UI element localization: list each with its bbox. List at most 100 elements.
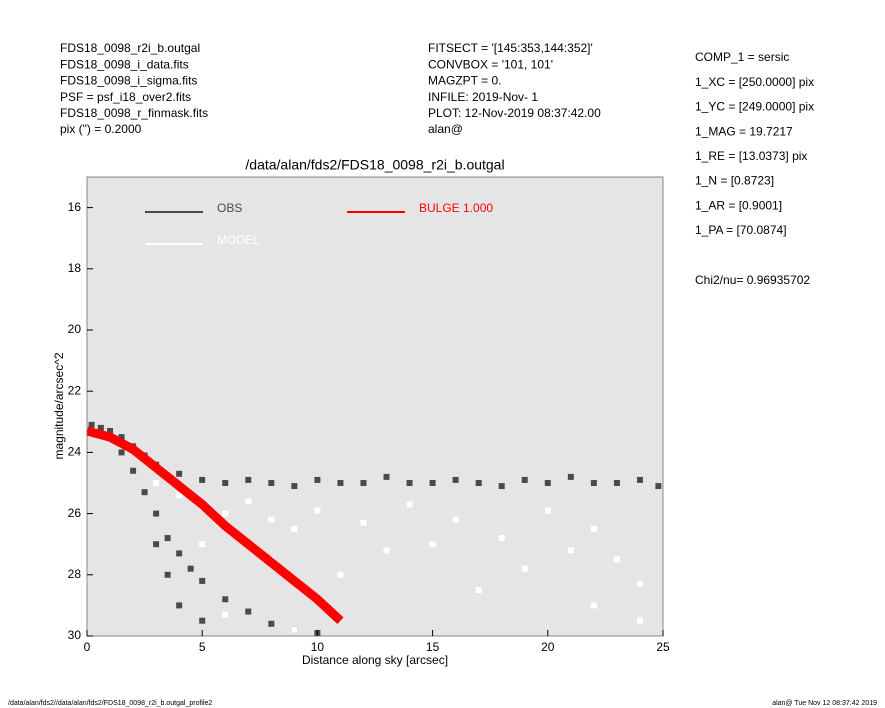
y-tick-label: 26	[68, 506, 82, 520]
x-tick-label: 5	[199, 640, 206, 654]
x-tick-label: 20	[541, 640, 555, 654]
header-middle-line: INFILE: 2019-Nov- 1	[428, 90, 538, 104]
chart-title: /data/alan/fds2/FDS18_0098_r2i_b.outgal	[245, 157, 504, 173]
header-left-line: FDS18_0098_i_data.fits	[60, 57, 189, 71]
data-point	[97, 424, 104, 431]
data-point	[360, 519, 367, 526]
data-point	[176, 602, 183, 609]
data-point	[521, 565, 528, 572]
chi2: Chi2/nu= 0.96935702	[695, 273, 810, 287]
data-point	[199, 476, 206, 483]
data-point	[245, 498, 252, 505]
header-middle-line: CONVBOX = '101, 101'	[428, 57, 553, 71]
header-right-line: 1_XC = [250.0000] pix	[695, 75, 814, 89]
data-point	[291, 626, 298, 633]
data-point	[567, 547, 574, 554]
data-point	[268, 480, 275, 486]
data-point	[636, 617, 643, 624]
data-point	[245, 608, 252, 615]
header-right-line: 1_N = [0.8723]	[695, 174, 774, 188]
data-point	[452, 516, 459, 523]
y-tick-label: 24	[68, 445, 82, 459]
header-middle-line: alan@	[428, 122, 463, 136]
header-middle-line: FITSECT = '[145:353,144:352]'	[428, 41, 593, 55]
data-point	[613, 480, 620, 486]
legend-label: BULGE 1.000	[419, 201, 493, 215]
header-left-line: pix (") = 0.2000	[60, 122, 142, 136]
data-point	[291, 525, 298, 532]
data-point	[130, 467, 137, 474]
header-middle-line: MAGZPT = 0.	[428, 74, 501, 88]
header-right-line: 1_RE = [13.0373] pix	[695, 149, 807, 163]
data-point	[164, 535, 171, 542]
header-left-line: FDS18_0098_i_sigma.fits	[60, 74, 197, 88]
data-point	[337, 480, 344, 486]
data-point	[164, 571, 171, 578]
data-point	[613, 556, 620, 563]
data-point	[245, 476, 252, 483]
header-left-line: FDS18_0098_r_finmask.fits	[60, 106, 208, 120]
y-tick-label: 18	[68, 261, 82, 275]
data-point	[498, 535, 505, 542]
x-axis-label: Distance along sky [arcsec]	[302, 653, 448, 667]
data-point	[268, 620, 275, 627]
data-point	[590, 602, 597, 609]
data-point	[383, 473, 390, 480]
data-point	[176, 470, 183, 477]
data-point	[544, 480, 551, 486]
y-tick-label: 22	[68, 383, 82, 397]
data-point	[153, 510, 160, 517]
data-point	[88, 421, 95, 428]
footer-left: /data/alan/fds2//data/alan/fds2/FDS18_00…	[8, 700, 212, 707]
data-point	[176, 492, 183, 499]
data-point	[314, 507, 321, 514]
y-tick-label: 20	[68, 322, 82, 336]
data-point	[337, 571, 344, 578]
x-tick-label: 25	[656, 640, 670, 654]
data-point	[222, 596, 229, 603]
data-point	[118, 449, 125, 456]
data-point	[590, 480, 597, 486]
header-left-line: PSF = psf_i18_over2.fits	[60, 90, 191, 104]
data-point	[383, 547, 390, 554]
data-point	[187, 565, 194, 572]
header-right-line: 1_YC = [249.0000] pix	[695, 100, 814, 114]
header-right-line: 1_AR = [0.9001]	[695, 198, 782, 212]
data-point	[452, 476, 459, 483]
data-point	[222, 510, 229, 517]
data-point	[314, 476, 321, 483]
x-tick-label: 10	[311, 640, 325, 654]
data-point	[475, 587, 482, 594]
header-right-line: 1_PA = [70.0874]	[695, 223, 787, 237]
data-point	[222, 611, 229, 618]
data-point	[567, 473, 574, 480]
data-point	[590, 525, 597, 532]
data-point	[153, 480, 160, 486]
y-axis-label: magnitude/arcsec^2	[52, 352, 66, 459]
data-point	[636, 476, 643, 483]
model-line	[87, 426, 344, 624]
header-right-line: COMP_1 = sersic	[695, 50, 789, 64]
data-point	[118, 434, 125, 441]
data-point	[222, 480, 229, 486]
data-point	[429, 480, 436, 486]
plot-area	[86, 176, 664, 637]
y-tick-label: 28	[68, 567, 82, 581]
legend-label: OBS	[217, 201, 242, 215]
data-point	[291, 483, 298, 490]
data-point	[406, 480, 413, 486]
data-point	[176, 550, 183, 557]
data-point	[268, 516, 275, 523]
legend-label: MODEL	[217, 233, 260, 247]
y-tick-label: 16	[68, 200, 82, 214]
header-left-line: FDS18_0098_r2i_b.outgal	[60, 41, 200, 55]
data-point	[360, 480, 367, 486]
data-point	[498, 483, 505, 490]
x-tick-label: 15	[426, 640, 440, 654]
header-right-line: 1_MAG = 19.7217	[695, 124, 793, 138]
data-point	[521, 476, 528, 483]
data-point	[475, 480, 482, 486]
x-tick-label: 0	[84, 640, 91, 654]
data-point	[429, 541, 436, 548]
